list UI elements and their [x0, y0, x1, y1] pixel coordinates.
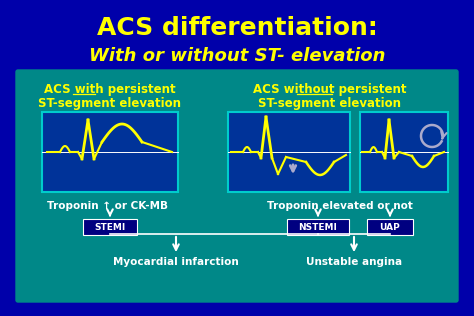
FancyBboxPatch shape [360, 112, 448, 192]
FancyBboxPatch shape [367, 219, 413, 235]
FancyBboxPatch shape [42, 112, 178, 192]
Text: ST-segment elevation: ST-segment elevation [258, 96, 401, 110]
Text: ACS without persistent: ACS without persistent [253, 83, 407, 96]
Text: NSTEMI: NSTEMI [299, 222, 337, 232]
Text: Troponin ↑ or CK-MB: Troponin ↑ or CK-MB [47, 201, 168, 211]
Text: UAP: UAP [380, 222, 401, 232]
Text: Myocardial infarction: Myocardial infarction [113, 257, 239, 267]
FancyBboxPatch shape [83, 219, 137, 235]
Text: Troponin elevated or not: Troponin elevated or not [267, 201, 413, 211]
FancyBboxPatch shape [16, 70, 458, 302]
FancyBboxPatch shape [228, 112, 350, 192]
Text: ACS with persistent: ACS with persistent [44, 83, 176, 96]
Text: STEMI: STEMI [94, 222, 126, 232]
Text: ACS differentiation:: ACS differentiation: [97, 16, 377, 40]
Text: With or without ST- elevation: With or without ST- elevation [89, 47, 385, 65]
Text: Unstable angina: Unstable angina [306, 257, 402, 267]
Text: ST-segment elevation: ST-segment elevation [38, 96, 182, 110]
FancyBboxPatch shape [287, 219, 349, 235]
